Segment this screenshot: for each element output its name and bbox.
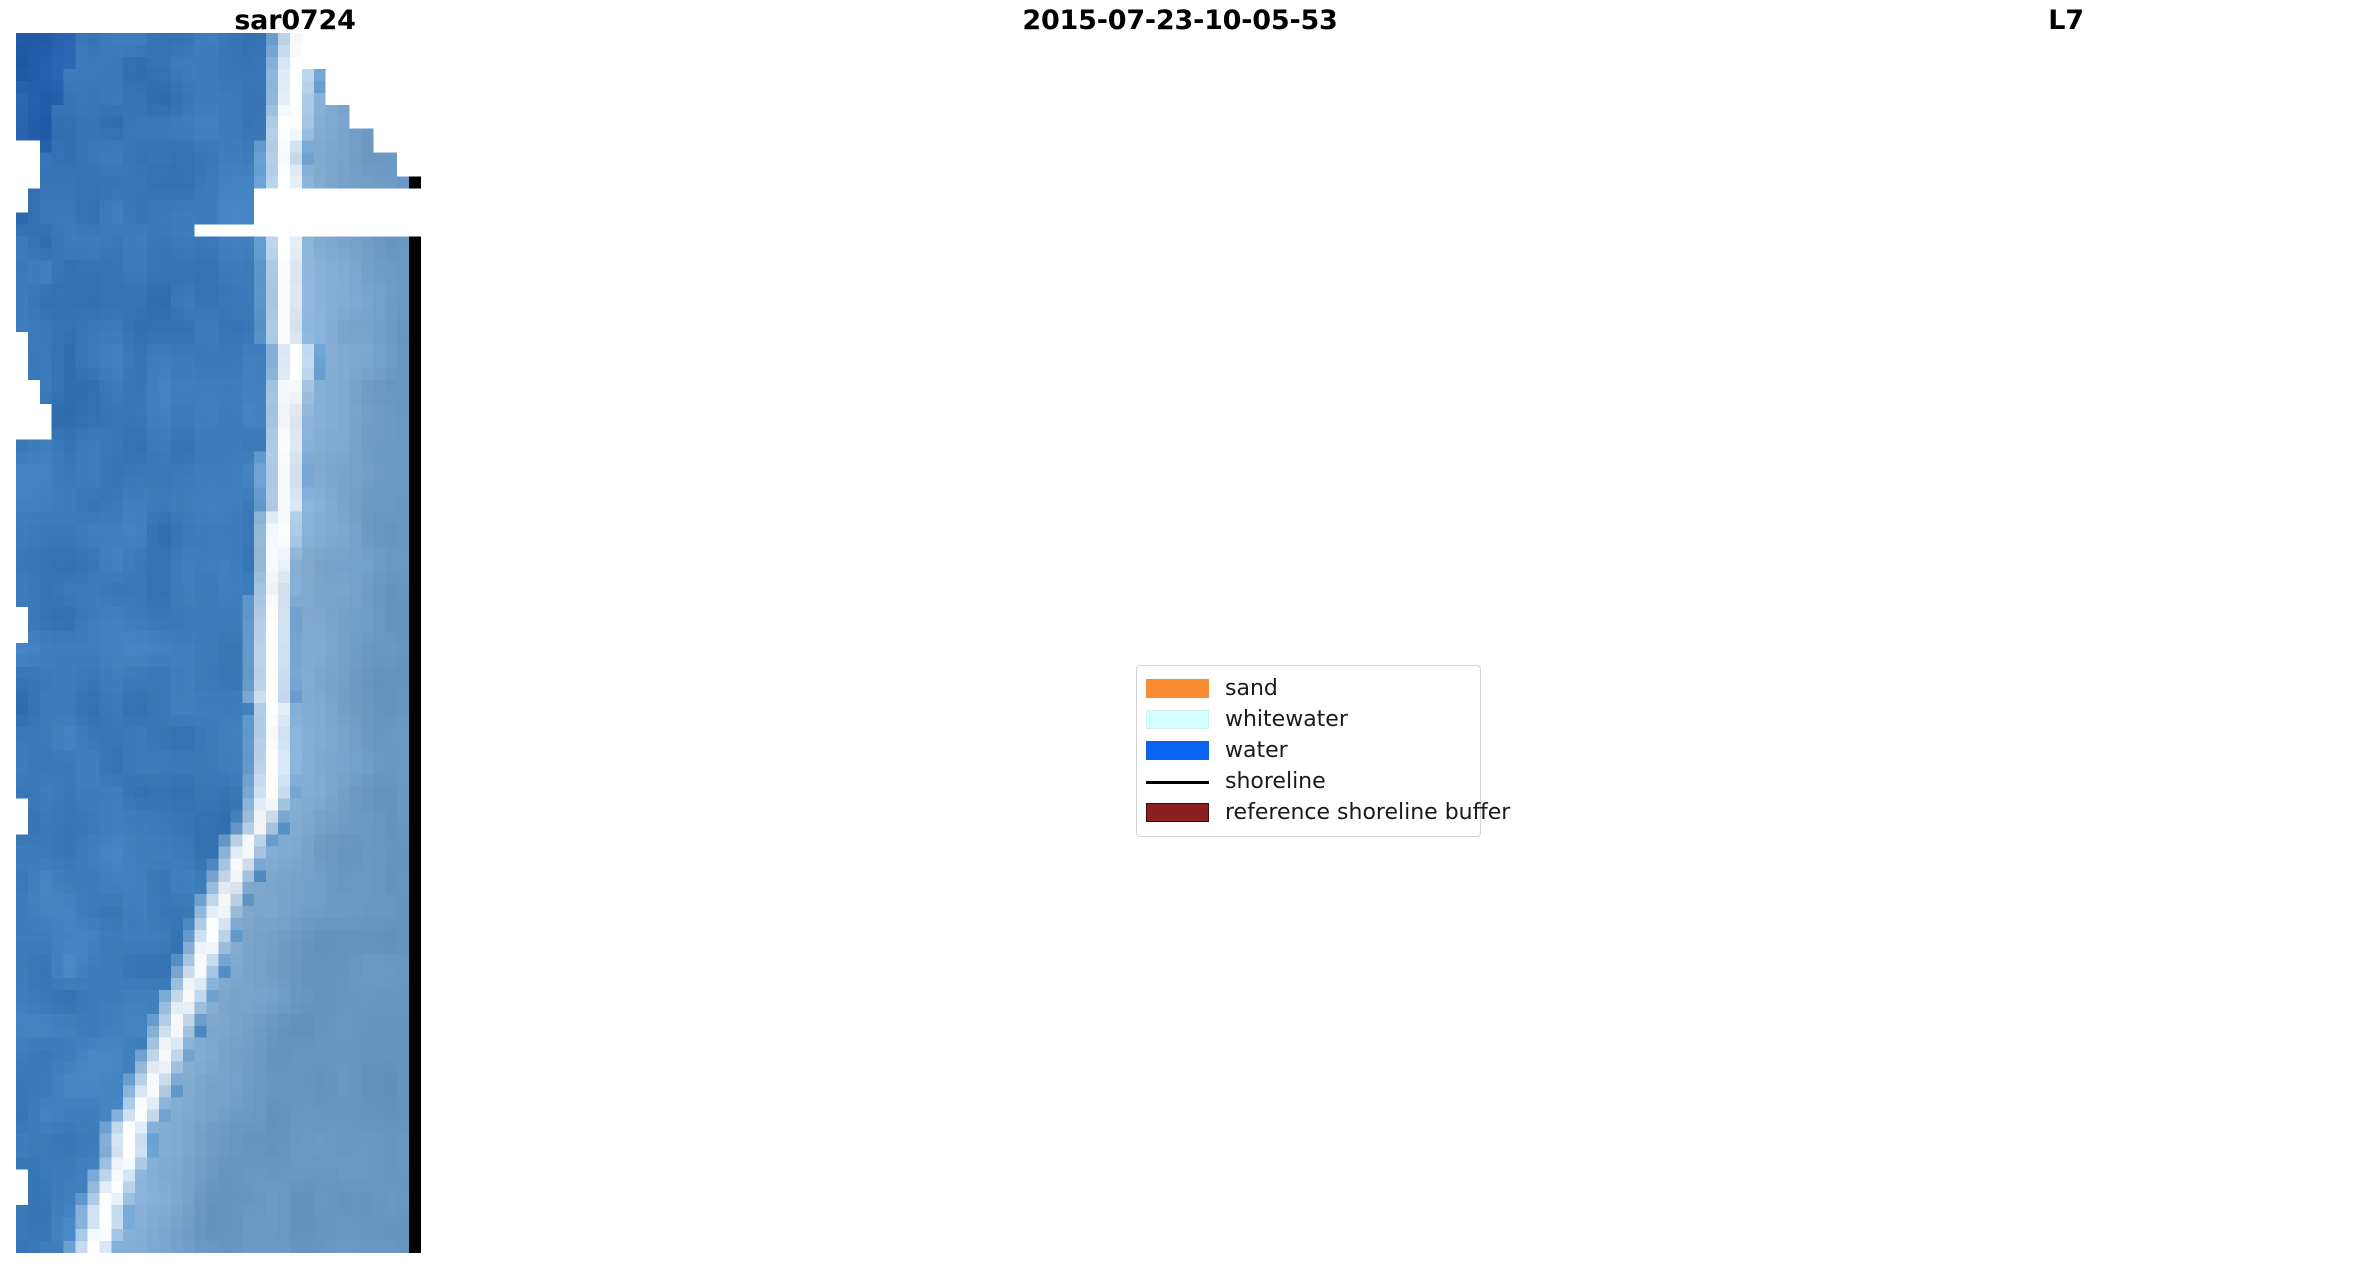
l7-image bbox=[1727, 33, 2347, 1265]
classification-image bbox=[873, 33, 1493, 1265]
sand-swatch-icon bbox=[1146, 679, 1209, 698]
reference-shoreline-buffer-swatch-icon bbox=[1146, 803, 1209, 822]
water-swatch-icon bbox=[1146, 741, 1209, 760]
panel-classification: 2015-07-23-10-05-53 bbox=[590, 0, 1770, 1283]
legend-label-water: water bbox=[1225, 737, 1288, 763]
shoreline-line-icon bbox=[1146, 772, 1209, 791]
sar-image bbox=[16, 33, 421, 1265]
panel-sar: sar0724 bbox=[0, 0, 590, 1283]
panel-title-classification: 2015-07-23-10-05-53 bbox=[1022, 5, 1338, 36]
legend-item-reference-shoreline-buffer: reference shoreline buffer bbox=[1146, 797, 1510, 828]
legend-item-sand: sand bbox=[1146, 673, 1471, 704]
legend-label-reference-shoreline-buffer: reference shoreline buffer bbox=[1225, 799, 1511, 825]
whitewater-swatch-icon bbox=[1146, 710, 1209, 729]
legend-label-whitewater: whitewater bbox=[1225, 706, 1348, 732]
panel-title-sar: sar0724 bbox=[234, 5, 356, 36]
legend-label-shoreline: shoreline bbox=[1225, 768, 1326, 794]
legend-label-sand: sand bbox=[1225, 675, 1278, 701]
legend: sand whitewater water shoreline referenc… bbox=[1136, 665, 1510, 837]
panel-l7: L7 bbox=[1727, 0, 2362, 1283]
panel-title-l7: L7 bbox=[2048, 5, 2084, 36]
legend-item-shoreline: shoreline bbox=[1146, 766, 1471, 797]
legend-item-water: water bbox=[1146, 735, 1471, 766]
legend-item-whitewater: whitewater bbox=[1146, 704, 1471, 735]
